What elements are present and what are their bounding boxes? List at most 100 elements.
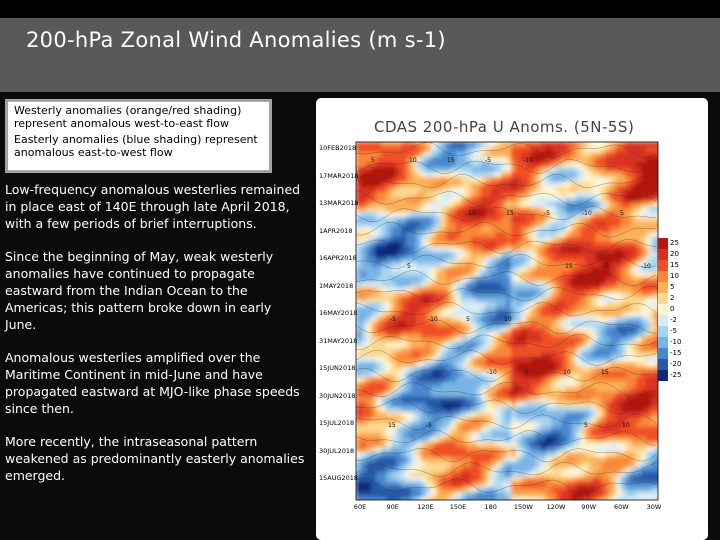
heatmap-cell bbox=[586, 372, 592, 378]
heatmap-cell bbox=[501, 302, 507, 308]
heatmap-cell bbox=[521, 162, 527, 168]
heatmap-cell bbox=[441, 387, 447, 393]
heatmap-cell bbox=[496, 267, 502, 273]
heatmap-cell bbox=[486, 457, 492, 463]
heatmap-cell bbox=[536, 472, 542, 478]
heatmap-cell bbox=[561, 477, 567, 483]
heatmap-cell bbox=[411, 327, 417, 333]
heatmap-cell bbox=[371, 377, 377, 383]
heatmap-cell bbox=[581, 277, 587, 283]
heatmap-cell bbox=[431, 217, 437, 223]
heatmap-cell bbox=[491, 437, 497, 443]
heatmap-cell bbox=[411, 352, 417, 358]
heatmap-cell bbox=[541, 317, 547, 323]
heatmap-cell bbox=[471, 267, 477, 273]
heatmap-cell bbox=[601, 412, 607, 418]
heatmap-cell bbox=[436, 392, 442, 398]
heatmap-cell bbox=[626, 242, 632, 248]
heatmap-cell bbox=[536, 167, 542, 173]
heatmap-cell bbox=[411, 367, 417, 373]
heatmap-cell bbox=[446, 452, 452, 458]
heatmap-cell bbox=[576, 427, 582, 433]
heatmap-cell bbox=[521, 357, 527, 363]
heatmap-cell bbox=[606, 152, 612, 158]
heatmap-cell bbox=[361, 197, 367, 203]
heatmap-cell bbox=[546, 442, 552, 448]
heatmap-cell bbox=[451, 437, 457, 443]
heatmap-cell bbox=[466, 457, 472, 463]
heatmap-cell bbox=[501, 237, 507, 243]
heatmap-cell bbox=[491, 232, 497, 238]
contour-label: -10 bbox=[641, 263, 651, 270]
heatmap-cell bbox=[531, 342, 537, 348]
heatmap-cell bbox=[371, 407, 377, 413]
heatmap-cell bbox=[496, 327, 502, 333]
heatmap-cell bbox=[621, 232, 627, 238]
heatmap-cell bbox=[451, 342, 457, 348]
heatmap-cell bbox=[441, 482, 447, 488]
heatmap-cell bbox=[656, 222, 658, 228]
heatmap-cell bbox=[511, 302, 517, 308]
heatmap-cell bbox=[591, 427, 597, 433]
heatmap-cell bbox=[636, 262, 642, 268]
heatmap-cell bbox=[416, 252, 422, 258]
heatmap-cell bbox=[486, 487, 492, 493]
heatmap-cell bbox=[601, 462, 607, 468]
heatmap-cell bbox=[386, 267, 392, 273]
heatmap-cell bbox=[421, 492, 427, 498]
heatmap-cell bbox=[486, 427, 492, 433]
heatmap-cell bbox=[526, 192, 532, 198]
heatmap-cell bbox=[556, 157, 562, 163]
heatmap-cell bbox=[641, 297, 647, 303]
heatmap-cell bbox=[376, 262, 382, 268]
heatmap-cell bbox=[656, 352, 658, 358]
heatmap-cell bbox=[471, 432, 477, 438]
heatmap-cell bbox=[521, 207, 527, 213]
heatmap-cell bbox=[501, 412, 507, 418]
heatmap-cell bbox=[651, 147, 657, 153]
heatmap-cell bbox=[541, 327, 547, 333]
heatmap-cell bbox=[616, 282, 622, 288]
heatmap-cell bbox=[526, 257, 532, 263]
heatmap-cell bbox=[366, 297, 372, 303]
heatmap-cell bbox=[536, 447, 542, 453]
heatmap-cell bbox=[461, 297, 467, 303]
heatmap-cell bbox=[506, 407, 512, 413]
heatmap-cell bbox=[606, 392, 612, 398]
heatmap-cell bbox=[466, 177, 472, 183]
heatmap-cell bbox=[361, 492, 367, 498]
heatmap-cell bbox=[521, 217, 527, 223]
heatmap-cell bbox=[361, 257, 367, 263]
heatmap-cell bbox=[586, 232, 592, 238]
heatmap-cell bbox=[391, 187, 397, 193]
heatmap-cell bbox=[511, 232, 517, 238]
heatmap-cell bbox=[621, 497, 627, 500]
plot-area: 51015-5-1051015-5-1051015-5-1051015-5-10… bbox=[355, 141, 668, 501]
heatmap-cell bbox=[431, 442, 437, 448]
heatmap-cell bbox=[626, 422, 632, 428]
heatmap-cell bbox=[446, 467, 452, 473]
heatmap-cell bbox=[481, 477, 487, 483]
heatmap-cell bbox=[396, 217, 402, 223]
heatmap-cell bbox=[441, 147, 447, 153]
heatmap-cell bbox=[456, 207, 462, 213]
heatmap-cell bbox=[471, 252, 477, 258]
heatmap-cell bbox=[551, 347, 557, 353]
heatmap-cell bbox=[406, 357, 412, 363]
heatmap-cell bbox=[526, 352, 532, 358]
heatmap-cell bbox=[401, 327, 407, 333]
heatmap-cell bbox=[566, 387, 572, 393]
heatmap-cell bbox=[471, 287, 477, 293]
heatmap-cell bbox=[376, 352, 382, 358]
heatmap-cell bbox=[386, 197, 392, 203]
heatmap-cell bbox=[651, 217, 657, 223]
heatmap-cell bbox=[541, 247, 547, 253]
heatmap-cell bbox=[561, 337, 567, 343]
heatmap-cell bbox=[511, 462, 517, 468]
heatmap-cell bbox=[491, 167, 497, 173]
contour-line bbox=[356, 173, 657, 188]
heatmap-cell bbox=[546, 367, 552, 373]
heatmap-cell bbox=[446, 172, 452, 178]
heatmap-cell bbox=[611, 352, 617, 358]
heatmap-cell bbox=[401, 272, 407, 278]
